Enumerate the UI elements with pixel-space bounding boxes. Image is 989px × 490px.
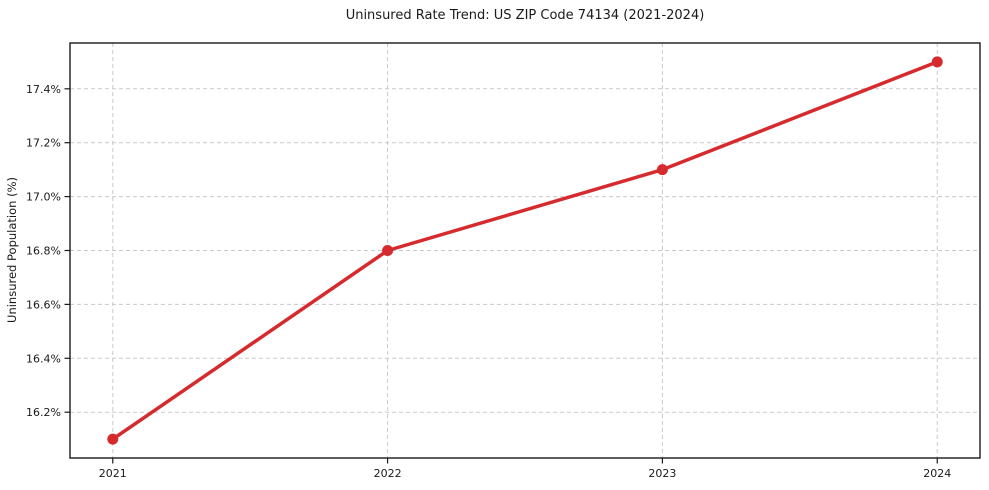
x-tick-label: 2024 xyxy=(923,467,951,480)
x-tick-label: 2023 xyxy=(648,467,676,480)
y-tick-label: 17.0% xyxy=(26,191,61,204)
data-point xyxy=(107,433,119,445)
x-tick-label: 2022 xyxy=(374,467,402,480)
y-tick-label: 16.2% xyxy=(26,406,61,419)
y-tick-label: 16.4% xyxy=(26,352,61,365)
data-point xyxy=(931,56,943,68)
y-axis-label: Uninsured Population (%) xyxy=(5,177,19,323)
y-tick-label: 17.2% xyxy=(26,137,61,150)
x-tick-label: 2021 xyxy=(99,467,127,480)
chart-title: Uninsured Rate Trend: US ZIP Code 74134 … xyxy=(345,8,705,23)
data-point xyxy=(382,245,394,256)
grid-layer xyxy=(70,43,980,458)
data-point xyxy=(656,164,668,176)
plot-border xyxy=(69,42,981,459)
trend-line xyxy=(111,60,939,441)
y-tick-label: 16.8% xyxy=(26,245,61,258)
axis-layer: 16.2% 16.4% 16.6% 16.8% 17.0% 17.2% 17.4% 2021 2… xyxy=(26,42,981,480)
series-layer xyxy=(107,56,943,445)
y-tick-label: 17.4% xyxy=(26,83,61,96)
y-tick-label: 16.6% xyxy=(26,298,61,311)
